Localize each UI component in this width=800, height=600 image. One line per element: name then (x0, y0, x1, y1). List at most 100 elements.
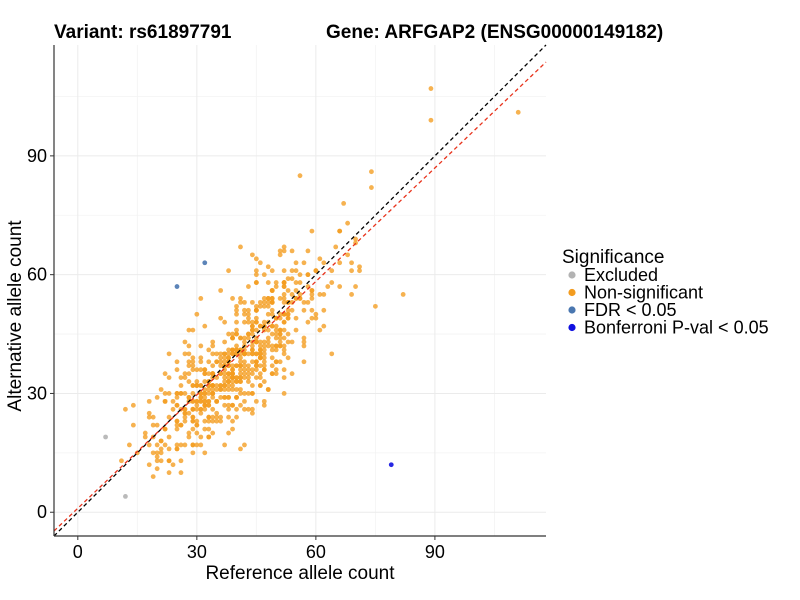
point-non-significant (242, 371, 247, 377)
point-non-significant (182, 371, 188, 377)
point-non-significant (265, 303, 271, 309)
point-non-significant (321, 307, 327, 313)
point-non-significant (261, 359, 267, 365)
point-non-significant (234, 319, 239, 325)
point-non-significant (194, 422, 200, 428)
point-non-significant (222, 375, 228, 381)
point-non-significant (142, 430, 148, 436)
point-non-significant (162, 391, 168, 396)
point-non-significant (285, 276, 291, 282)
point-non-significant (186, 410, 192, 416)
tick-labels: 0 30 60 90 0 30 60 90 (27, 146, 445, 562)
point-non-significant (257, 343, 263, 349)
point-non-significant (206, 434, 212, 440)
x-tick-label: 0 (73, 542, 83, 562)
point-non-significant (329, 280, 335, 285)
point-non-significant (158, 450, 164, 456)
point-non-significant (234, 379, 239, 384)
point-non-significant (230, 418, 235, 424)
point-non-significant (246, 284, 251, 289)
point-non-significant (246, 351, 251, 357)
point-non-significant (238, 391, 243, 396)
point-non-significant (353, 284, 358, 289)
point-non-significant (146, 442, 152, 448)
point-non-significant (369, 185, 374, 190)
point-non-significant (261, 272, 267, 278)
point-non-significant (166, 351, 172, 357)
point-non-significant (257, 351, 263, 357)
point-non-significant (210, 418, 216, 424)
point-non-significant (269, 323, 275, 329)
point-non-significant (206, 402, 212, 408)
point-non-significant (174, 367, 180, 373)
point-non-significant (281, 296, 287, 301)
point-non-significant (261, 299, 267, 305)
point-non-significant (349, 260, 354, 266)
point-non-significant (202, 371, 208, 377)
point-non-significant (158, 387, 164, 392)
y-tick-label: 90 (27, 146, 47, 166)
point-non-significant (249, 323, 255, 329)
point-non-significant (249, 383, 255, 388)
point-non-significant (206, 398, 212, 404)
point-non-significant (285, 307, 291, 313)
point-non-significant (293, 260, 299, 266)
point-non-significant (230, 375, 235, 381)
point-non-significant (246, 379, 251, 384)
point-non-significant (218, 418, 224, 424)
point-non-significant (301, 339, 307, 345)
point-non-significant (265, 327, 271, 333)
point-non-significant (202, 395, 208, 400)
point-non-significant (234, 347, 239, 353)
point-non-significant (222, 383, 228, 388)
grid (54, 45, 546, 536)
data-points (103, 86, 521, 499)
point-non-significant (210, 430, 216, 436)
point-non-significant (202, 391, 208, 396)
y-axis-label: Alternative allele count (5, 220, 26, 412)
point-non-significant (289, 339, 295, 345)
point-non-significant (281, 347, 287, 353)
point-non-significant (218, 363, 224, 369)
point-non-significant (269, 347, 275, 353)
point-non-significant (238, 402, 243, 408)
point-non-significant (198, 434, 204, 440)
point-non-significant (182, 442, 188, 448)
point-non-significant (202, 450, 208, 456)
point-non-significant (218, 359, 224, 365)
point-non-significant (333, 244, 339, 250)
point-non-significant (210, 351, 216, 357)
point-non-significant (158, 446, 164, 452)
point-non-significant (238, 363, 243, 369)
point-non-significant (353, 236, 358, 242)
point-non-significant (253, 398, 259, 404)
point-non-significant (249, 410, 255, 416)
point-non-significant (214, 359, 220, 365)
point-non-significant (329, 268, 335, 274)
point-non-significant (166, 375, 172, 381)
point-non-significant (214, 387, 220, 392)
point-non-significant (238, 355, 243, 361)
point-non-significant (150, 414, 156, 420)
point-non-significant (257, 299, 263, 305)
point-non-significant (281, 292, 287, 297)
point-non-significant (281, 391, 287, 396)
point-non-significant (261, 347, 267, 353)
point-non-significant (222, 359, 228, 365)
point-non-significant (261, 402, 267, 408)
point-non-significant (226, 375, 231, 381)
point-non-significant (277, 359, 283, 365)
point-non-significant (234, 406, 239, 412)
point-non-significant (206, 391, 212, 396)
point-non-significant (269, 331, 275, 337)
point-non-significant (246, 363, 251, 369)
point-non-significant (281, 375, 287, 381)
point-non-significant (269, 288, 275, 293)
point-non-significant (281, 268, 287, 274)
point-non-significant (261, 398, 267, 404)
point-non-significant (210, 387, 216, 392)
point-non-significant (277, 327, 283, 333)
point-non-significant (369, 169, 374, 175)
point-non-significant (301, 260, 307, 266)
point-non-significant (277, 248, 283, 254)
